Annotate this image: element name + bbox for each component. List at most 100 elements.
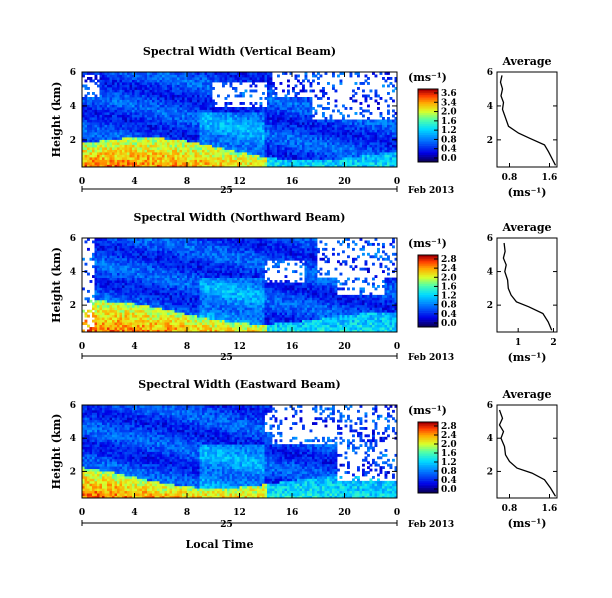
heatmap-cell (204, 152, 208, 155)
heatmap-cell (239, 162, 243, 165)
heatmap-cell (159, 127, 163, 130)
heatmap-cell (107, 144, 110, 148)
heatmap-cell (87, 137, 90, 140)
heatmap-cell (137, 87, 140, 90)
heatmap-cell (149, 149, 153, 153)
heatmap-cell (382, 164, 385, 168)
heatmap-cell (352, 142, 355, 145)
heatmap-cell (252, 142, 255, 145)
heatmap-cell (129, 124, 133, 128)
heatmap-cell (159, 157, 163, 160)
heatmap-cell (229, 152, 233, 155)
heatmap-cell (174, 117, 178, 120)
heatmap-cell (309, 129, 313, 133)
heatmap-cell (339, 149, 343, 153)
heatmap-cell (152, 277, 155, 281)
heatmap-cell (232, 157, 235, 160)
heatmap-cell (319, 159, 323, 163)
heatmap-cell (92, 117, 95, 120)
heatmap-cell (119, 312, 123, 316)
heatmap-cell (334, 104, 338, 108)
heatmap-cell (239, 117, 243, 120)
heatmap-cell (282, 157, 285, 160)
heatmap-cell (144, 142, 148, 145)
heatmap-cell (139, 314, 143, 318)
heatmap-cell (274, 97, 278, 100)
heatmap-cell (104, 149, 108, 153)
heatmap-cell (352, 132, 355, 135)
heatmap-cell (392, 89, 395, 93)
heatmap-cell (164, 144, 168, 148)
heatmap-cell (264, 134, 268, 138)
heatmap-cell (197, 87, 200, 90)
heatmap-cell (112, 152, 115, 155)
heatmap-cell (102, 154, 105, 158)
heatmap-cell (234, 114, 238, 118)
heatmap-cell (102, 285, 105, 288)
heatmap-cell (377, 129, 380, 133)
heatmap-cell (92, 102, 95, 105)
heatmap-cell (294, 77, 298, 80)
heatmap-cell (197, 104, 200, 108)
heatmap-cell (234, 72, 238, 75)
heatmap-cell (182, 142, 185, 145)
heatmap-cell (324, 107, 328, 110)
heatmap-cell (127, 139, 130, 143)
heatmap-cell (132, 272, 135, 276)
heatmap-cell (154, 144, 158, 148)
heatmap-cell (104, 87, 108, 90)
heatmap-cell (294, 119, 298, 123)
heatmap-cell (112, 157, 115, 160)
heatmap-cell (142, 317, 145, 321)
heatmap-cell (214, 162, 218, 165)
heatmap-cell (107, 307, 110, 311)
heatmap-cell (97, 314, 100, 318)
heatmap-cell (224, 164, 228, 168)
heatmap-cell (327, 97, 330, 100)
heatmap-cell (89, 129, 93, 133)
heatmap-cell (184, 102, 188, 105)
heatmap-cell (297, 102, 300, 105)
heatmap-cell (364, 154, 368, 158)
heatmap-cell (339, 154, 343, 158)
heatmap-cell (377, 122, 380, 125)
heatmap-cell (142, 252, 145, 256)
heatmap-cell (307, 124, 310, 128)
heatmap-cell (112, 124, 115, 128)
heatmap-cell (182, 94, 185, 98)
heatmap-cell (162, 164, 165, 168)
heatmap-cell (122, 122, 125, 125)
heatmap-cell (252, 132, 255, 135)
heatmap-cell (272, 149, 275, 153)
heatmap-cell (117, 289, 120, 293)
heatmap-cell (94, 137, 98, 140)
heatmap-cell (334, 127, 338, 130)
heatmap-cell (224, 159, 228, 163)
heatmap-cell (102, 94, 105, 98)
heatmap-cell (344, 147, 348, 150)
heatmap-cell (297, 162, 300, 165)
heatmap-cell (152, 157, 155, 160)
heatmap-cell (144, 79, 148, 83)
heatmap-cell (82, 112, 85, 115)
heatmap-cell (102, 99, 105, 103)
heatmap-cell (207, 109, 210, 113)
heatmap-cell (124, 89, 128, 93)
heatmap-cell (239, 77, 243, 80)
heatmap-cell (127, 154, 130, 158)
heatmap-cell (174, 127, 178, 130)
heatmap-cell (152, 152, 155, 155)
heatmap-cell (102, 242, 105, 246)
heatmap-cell (139, 289, 143, 293)
heatmap-cell (317, 77, 320, 80)
heatmap-cell (184, 89, 188, 93)
heatmap-cell (104, 260, 108, 264)
heatmap-cell (204, 122, 208, 125)
heatmap-cell (117, 127, 120, 130)
heatmap-cell (97, 137, 100, 140)
heatmap-cell (287, 89, 290, 93)
heatmap-cell (104, 89, 108, 93)
heatmap-cell (279, 157, 283, 160)
heatmap-cell (212, 122, 215, 125)
heatmap-cell (109, 262, 113, 266)
